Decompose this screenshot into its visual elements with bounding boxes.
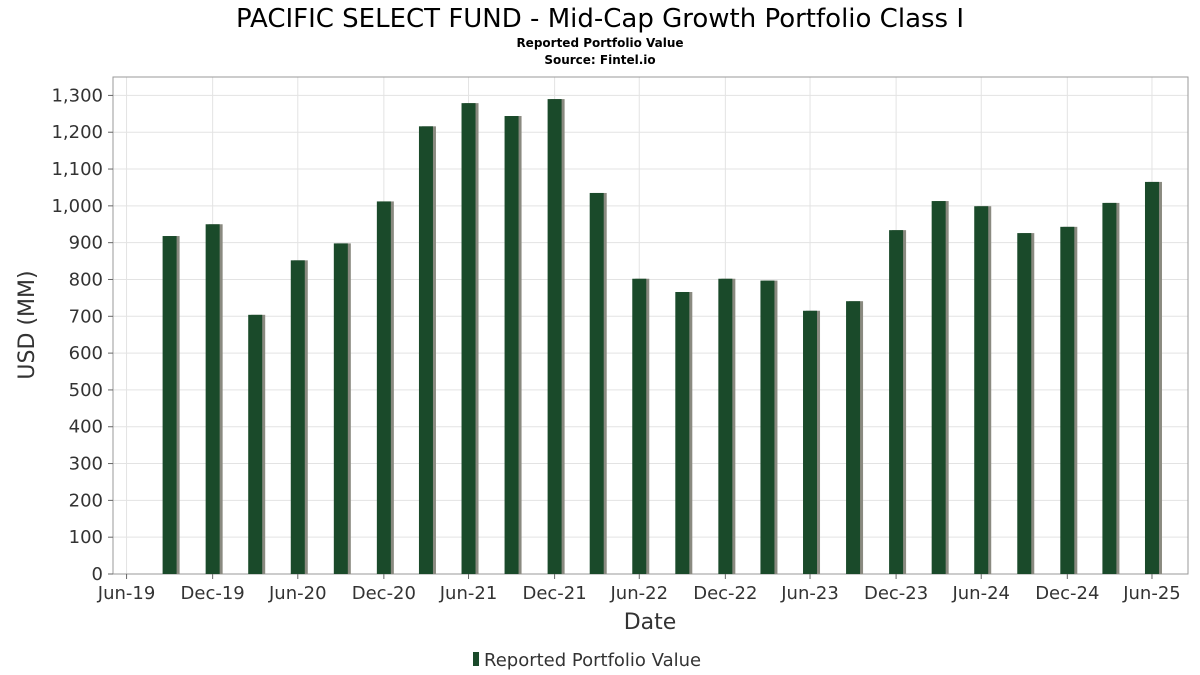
bar (760, 280, 778, 574)
x-tick-label: Jun-22 (610, 583, 669, 604)
bar-face (760, 280, 775, 574)
bar-face (974, 206, 989, 574)
bar-face (376, 201, 391, 574)
y-tick-label: 500 (69, 380, 103, 401)
y-tick-label: 0 (92, 564, 103, 585)
legend-swatch (473, 652, 479, 666)
y-axis-title: USD (MM) (15, 270, 40, 379)
bar-face (504, 116, 519, 574)
bar (846, 301, 864, 574)
plot-frame (112, 76, 1189, 575)
y-tick-label: 1,100 (51, 159, 103, 180)
bar (675, 291, 693, 574)
y-tick-label: 400 (69, 417, 103, 438)
x-tick-label: Jun-25 (1122, 583, 1181, 604)
bar (889, 230, 907, 574)
bar-face (333, 243, 348, 575)
bar (504, 116, 522, 574)
x-axis-title: Date (624, 610, 677, 635)
bar (931, 201, 949, 575)
legend: Reported Portfolio Value (473, 650, 701, 671)
bar (205, 224, 223, 574)
bar (1102, 202, 1120, 574)
x-tick-label: Dec-23 (864, 583, 928, 604)
bar-face (1102, 202, 1117, 574)
bar (547, 99, 565, 574)
bar-face (1060, 226, 1075, 574)
y-axis-ticks: 0 100 200 300 400 500 600 700 800 900 1,000 1,100 1,… (51, 85, 113, 585)
bar-face (162, 236, 177, 575)
y-tick-label: 1,000 (51, 196, 103, 217)
bar-face (889, 230, 904, 574)
x-tick-label: Jun-20 (268, 583, 327, 604)
legend-label: Reported Portfolio Value (484, 650, 701, 671)
y-tick-label: 1,300 (51, 85, 103, 106)
x-tick-label: Jun-21 (439, 583, 498, 604)
bar-face (461, 103, 476, 574)
bar-face (675, 291, 690, 574)
bar-face (931, 201, 946, 575)
x-tick-label: Jun-23 (780, 583, 839, 604)
bar (1060, 226, 1078, 574)
bar (1017, 233, 1035, 574)
y-tick-label: 300 (69, 454, 103, 475)
chart-subtitle: Reported Portfolio Value (516, 36, 683, 50)
bar-face (718, 278, 733, 574)
bar (974, 206, 992, 574)
bar-face (803, 310, 818, 574)
y-tick-label: 1,200 (51, 122, 103, 143)
bar (162, 236, 180, 575)
x-tick-label: Jun-19 (97, 583, 156, 604)
bar (333, 243, 351, 575)
bar (418, 126, 436, 574)
bar (632, 278, 650, 574)
bar-face (589, 192, 604, 574)
y-tick-label: 800 (69, 269, 103, 290)
x-tick-label: Dec-24 (1035, 583, 1099, 604)
y-tick-label: 700 (69, 306, 103, 327)
bar-face (1017, 233, 1032, 574)
bar (248, 314, 266, 574)
bar-face (1144, 181, 1159, 574)
x-tick-label: Dec-20 (352, 583, 416, 604)
y-tick-label: 100 (69, 527, 103, 548)
bar-face (205, 224, 220, 574)
bar-face (248, 314, 263, 574)
y-tick-label: 200 (69, 490, 103, 511)
bar (290, 260, 308, 574)
bar-face (290, 260, 305, 574)
bar-face (418, 126, 433, 574)
bars-layer (162, 99, 1162, 575)
y-tick-label: 600 (69, 343, 103, 364)
bar-face (632, 278, 647, 574)
chart-source: Source: Fintel.io (544, 53, 655, 67)
bar (589, 192, 607, 574)
x-axis-ticks: Jun-19 Dec-19 Jun-20 Dec-20 Jun-21 Dec-21 Jun-… (97, 574, 1181, 604)
bar (718, 278, 736, 574)
x-tick-label: Dec-19 (181, 583, 245, 604)
x-tick-label: Jun-24 (951, 583, 1010, 604)
bar-face (846, 301, 861, 574)
x-tick-label: Dec-22 (693, 583, 757, 604)
x-tick-label: Dec-21 (522, 583, 586, 604)
bar (376, 201, 394, 574)
bar (803, 310, 821, 574)
bar-face (547, 99, 562, 574)
y-tick-label: 900 (69, 233, 103, 254)
bar (461, 103, 479, 574)
bar (1144, 181, 1162, 574)
chart-title: PACIFIC SELECT FUND - Mid-Cap Growth Por… (236, 4, 964, 34)
